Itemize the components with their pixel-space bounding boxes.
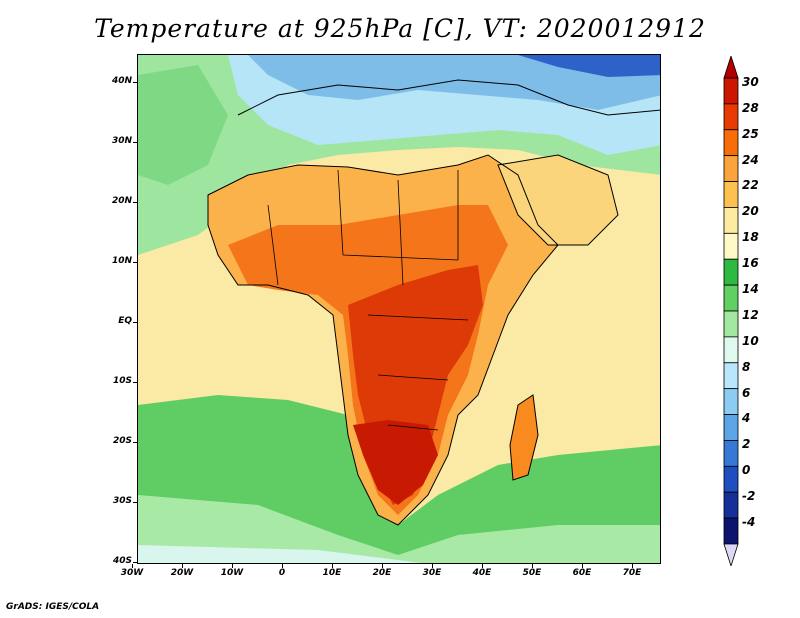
lon-tick [132,564,133,568]
lat-label: 30S [112,496,132,506]
atlantic-green-patch [138,65,228,185]
colorbar-top-arrow [723,56,739,79]
colorbar-segment [723,232,739,260]
lat-tick [133,202,137,203]
lat-tick [133,322,137,323]
colorbar-label: 16 [742,256,759,271]
lat-tick [133,442,137,443]
colorbar-segment [723,388,739,415]
lon-label: 30E [422,568,442,578]
temperature-map [138,55,660,563]
lon-tick [382,564,383,568]
colorbar-label: -2 [742,489,756,504]
colorbar-segment [723,207,739,234]
chart-title: Temperature at 925hPa [C], VT: 202001291… [94,14,706,43]
arabia-field [498,155,618,245]
colorbar-segment [723,440,739,467]
colorbar-label: 14 [742,281,759,296]
colorbar-label: 28 [742,100,759,115]
lon-tick [532,564,533,568]
north-darkblue-band [518,55,660,77]
europe-coastline [237,79,660,116]
lon-tick [332,564,333,568]
colorbar-segment [723,414,739,441]
colorbar-segment [723,155,739,182]
colorbar-segment [723,465,739,493]
colorbar-label: 2 [742,437,751,452]
colorbar-segment [723,336,739,364]
lon-tick [632,564,633,568]
lat-label: EQ [118,316,132,326]
arabia-coastline [497,154,619,246]
lat-tick [133,562,137,563]
colorbar-bottom-arrow [723,543,739,566]
lat-label: 20N [111,196,132,206]
lon-tick [432,564,433,568]
africa-coastline [207,154,559,526]
lon-label: 50E [522,568,542,578]
colorbar-label: -4 [742,514,756,529]
lon-label: 30W [120,568,144,578]
colorbar-segment [723,129,739,157]
lat-label: 10N [111,256,132,266]
north-blue-band [248,55,660,110]
south-cyan-band [138,545,422,563]
southern-africa-core [353,420,438,505]
lat-tick [133,262,137,263]
south-lightgreen-band [138,495,660,563]
lon-label: 40E [472,568,492,578]
lon-tick [182,564,183,568]
lon-tick [582,564,583,568]
colorbar-segment [723,77,739,105]
lon-label: 20W [170,568,194,578]
lat-tick [133,82,137,83]
lat-label: 20S [112,436,132,446]
lat-label: 40S [112,556,132,566]
lat-tick [133,502,137,503]
colorbar-label: 0 [742,463,751,478]
colorbar-label: 24 [742,152,759,167]
lon-label: 10E [322,568,342,578]
map-plot-area [137,54,661,564]
colorbar-label: 25 [742,126,759,141]
colorbar-label: 30 [742,74,759,89]
country-borders [267,169,469,431]
madagascar-field [510,395,538,480]
colorbar-segment [723,181,739,208]
colorbar-label: 4 [742,411,751,426]
colorbar-label: 8 [742,359,751,374]
lon-tick [482,564,483,568]
colorbar-segment [723,258,739,286]
lat-tick [133,142,137,143]
lat-label: 40N [111,76,132,86]
lon-label: 70E [622,568,642,578]
lon-label: 20E [372,568,392,578]
colorbar-segment [723,517,739,545]
lon-tick [232,564,233,568]
madagascar-coastline [509,394,539,481]
lat-tick [133,382,137,383]
lon-label: 0 [278,568,286,578]
colorbar-label: 18 [742,230,759,245]
lon-label: 60E [572,568,592,578]
colorbar-segment [723,491,739,519]
colorbar-segment [723,284,739,312]
lat-label: 10S [112,376,132,386]
colorbar-label: 12 [742,307,759,322]
colorbar [723,56,739,566]
colorbar-segment [723,362,739,390]
colorbar-segment [723,103,739,131]
lon-label: 10W [220,568,244,578]
colorbar-label: 22 [742,178,759,193]
colorbar-segment [723,310,739,338]
lat-label: 30N [111,136,132,146]
lon-tick [282,564,283,568]
colorbar-label: 10 [742,333,759,348]
footer-credit: GrADS: IGES/COLA [6,602,100,612]
colorbar-label: 6 [742,385,751,400]
colorbar-label: 20 [742,204,759,219]
